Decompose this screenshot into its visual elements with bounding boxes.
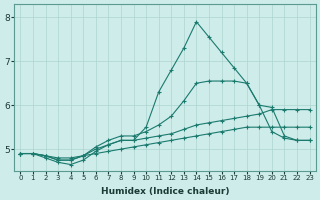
X-axis label: Humidex (Indice chaleur): Humidex (Indice chaleur): [101, 187, 229, 196]
